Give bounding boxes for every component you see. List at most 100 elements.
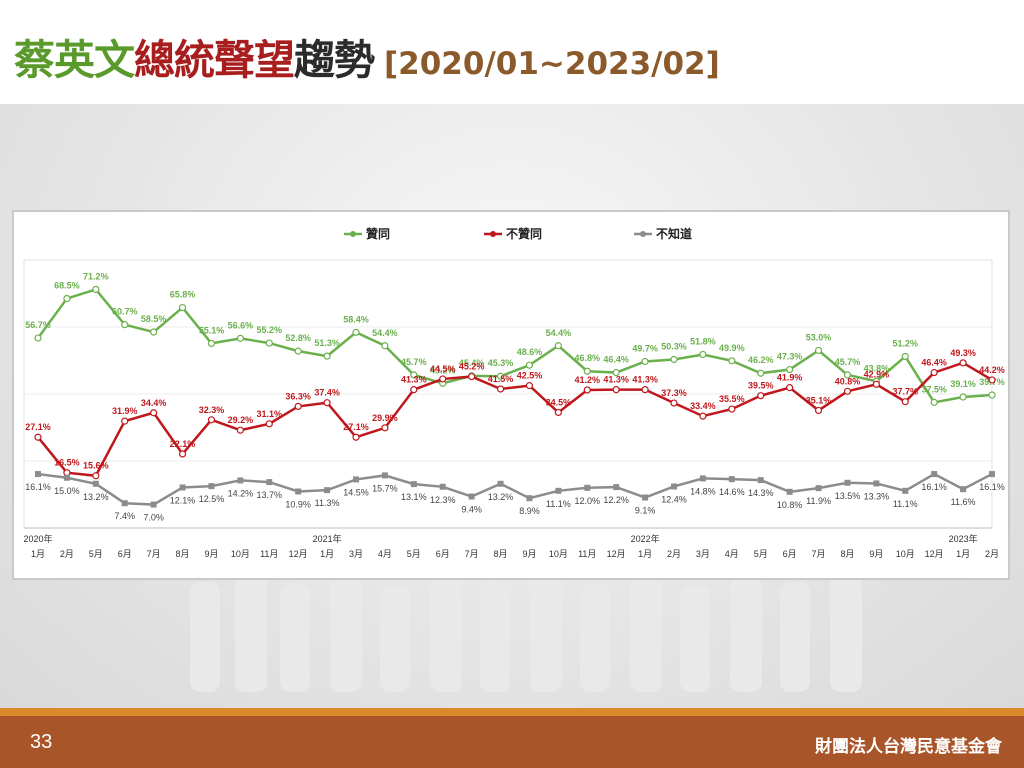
data-point [208,483,215,490]
data-point [439,483,446,490]
data-label: 31.9% [112,406,138,416]
chart-legend: 贊同 不贊同 不知道 [344,226,692,241]
data-point [612,368,620,377]
organization-name: 財團法人台灣民意基金會 [815,737,1002,757]
series-line [37,361,993,478]
data-point [352,433,360,441]
data-label: 41.3% [401,375,427,385]
data-point [931,471,938,478]
data-point [843,371,852,379]
data-label: 13.2% [83,492,109,502]
data-label: 15.6% [83,461,109,471]
data-point [525,361,534,369]
data-label: 29.9% [372,413,398,423]
data-point [121,417,129,425]
data-point [294,347,302,355]
data-label: 39.1% [950,379,976,389]
x-tick-label: 8月 [176,549,190,559]
x-tick-label: 2月 [667,549,681,559]
data-point [814,406,823,415]
data-point [323,352,331,360]
x-tick-label: 10月 [231,549,250,559]
data-point [989,471,995,478]
data-label: 58.5% [141,314,167,324]
year-label: 2023年 [949,533,978,544]
x-tick-label: 2月 [985,549,999,559]
data-point [699,350,707,359]
data-point [63,294,71,303]
data-point [671,483,677,490]
x-tick-label: 4月 [725,549,739,559]
data-label: 42.9% [864,369,890,379]
chart-grid [24,326,992,462]
data-point [266,479,273,486]
data-label: 65.8% [170,290,196,300]
data-label: 37.4% [314,388,340,398]
data-point [207,416,216,424]
data-point [728,405,736,413]
x-tick-label: 1月 [31,549,45,559]
data-point [988,376,996,384]
chart-panel: 贊同 不贊同 不知道 56.7% 68.5% 71.2% 60.7% 58.5% 65.8% 5… [12,210,1010,580]
data-point [901,352,909,361]
data-point [641,386,649,394]
data-label: 11.1% [893,499,918,509]
data-label: 36.3% [285,391,311,401]
data-point [988,391,996,399]
data-label: 53.0% [806,332,832,342]
title-name: 蔡英文 [14,36,135,84]
data-point [873,480,880,487]
data-point [381,472,388,479]
data-label: 40.8% [835,376,861,386]
x-tick-label: 9月 [204,549,218,559]
series-line [37,472,993,506]
data-label: 12.0% [575,496,601,506]
data-label: 10.9% [285,499,311,509]
data-point [757,369,765,377]
data-label: 46.8% [575,353,601,363]
legend-label: 贊同 [366,226,390,241]
data-label: 14.2% [228,488,254,498]
data-label: 35.5% [719,394,745,404]
data-point [352,328,360,336]
legend-label: 不知道 [656,226,692,241]
data-label: 50.3% [661,341,687,351]
data-point [92,472,100,480]
data-label: 12.1% [170,495,196,505]
series-line [36,288,993,404]
data-point [786,488,793,495]
data-label: 49.7% [632,344,658,354]
data-label: 11.3% [315,498,340,508]
x-tick-label: 4月 [378,549,392,559]
x-tick-label: 10月 [896,549,915,559]
x-tick-label: 3月 [349,549,363,559]
data-point [526,495,533,502]
data-point [786,384,794,392]
data-label: 13.7% [257,490,283,500]
data-label: 31.1% [257,409,283,419]
series-1: 27.1% 16.5% 15.6% 31.9%34.4% 22.1% 32.3%29.2%… [25,348,1005,480]
data-label: 15.0% [54,486,80,496]
data-label: 37.3% [661,388,687,398]
x-tick-label: 12月 [289,549,308,559]
legend-item: 贊同 [344,226,390,241]
data-label: 10.8% [777,500,803,510]
data-point [381,342,389,350]
data-point [295,488,302,495]
data-label: 41.2% [575,375,601,385]
data-point [612,386,620,394]
data-label: 49.9% [719,343,745,353]
chart-series: 56.7% 68.5%71.2% 60.7%58.5% 65.8% 55.1%56.6%… [25,271,1005,522]
data-label: 16.5% [54,458,80,468]
x-tick-label: 12月 [925,549,944,559]
data-label: 9.4% [461,505,482,515]
x-tick-label: 7月 [465,549,479,559]
data-label: 37.7% [893,387,919,397]
data-label: 8.9% [519,506,540,516]
data-label: 13.2% [488,492,514,502]
data-point [642,494,649,501]
data-point [728,357,736,365]
data-label: 55.2% [257,325,283,335]
data-point [757,392,765,400]
data-label: 34.4% [141,398,167,408]
